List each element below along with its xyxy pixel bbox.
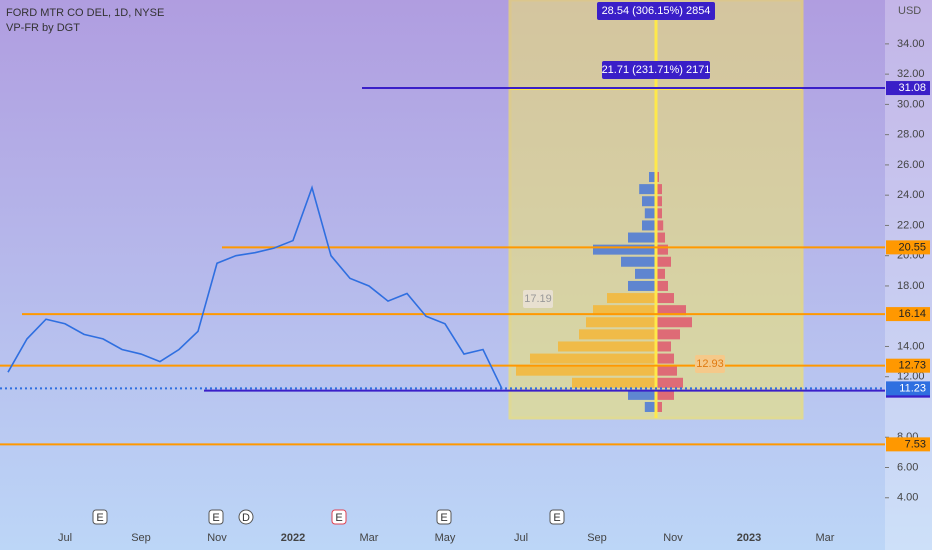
- indicator-label: VP-FR by DGT: [6, 22, 80, 34]
- volume-up: [644, 401, 656, 412]
- event-label: E: [440, 512, 447, 524]
- y-tick-label: 26.00: [897, 159, 925, 171]
- volume-down: [656, 329, 680, 340]
- event-icon: [549, 509, 565, 525]
- volume-up: [621, 256, 656, 267]
- volume-up: [593, 305, 656, 316]
- level-badge: [886, 81, 930, 96]
- volume-down: [656, 341, 671, 352]
- x-tick-label: Nov: [663, 532, 683, 544]
- volume-up: [628, 280, 656, 291]
- volume-down: [656, 401, 662, 412]
- y-tick-label: 24.00: [897, 189, 925, 201]
- x-tick-label: Mar: [816, 532, 835, 544]
- level-badge-label: 7.53: [905, 438, 926, 450]
- y-tick-label: 32.00: [897, 68, 925, 80]
- annotation: 21.71 (231.71%) 2171: [602, 64, 711, 76]
- level-badge-label: 31.08: [898, 82, 926, 94]
- level-badge-label: 20.55: [898, 241, 926, 253]
- level-badge-label: 16.14: [898, 308, 926, 320]
- x-tick-label: Mar: [360, 532, 379, 544]
- x-tick-label: Sep: [131, 532, 151, 544]
- level-badge: [886, 240, 930, 255]
- event-label: D: [242, 512, 250, 524]
- y-tick-label: 4.00: [897, 492, 918, 504]
- volume-up: [607, 293, 656, 304]
- y-tick-label: 34.00: [897, 38, 925, 50]
- volume-down: [656, 208, 662, 219]
- y-tick-label: 6.00: [897, 461, 918, 473]
- volume-up: [572, 377, 656, 388]
- volume-down: [656, 184, 662, 195]
- volume-up: [635, 268, 656, 279]
- volume-down: [656, 389, 674, 400]
- x-tick-label: May: [435, 532, 456, 544]
- volume-down: [656, 244, 668, 255]
- currency: USD: [898, 5, 921, 17]
- y-tick-label: 30.00: [897, 98, 925, 110]
- volume-up: [593, 244, 656, 255]
- volume-up: [642, 220, 656, 231]
- volume-up: [558, 341, 656, 352]
- level-badge: [886, 437, 930, 452]
- volume-down: [656, 196, 662, 207]
- volume-down: [656, 232, 665, 243]
- event-label: E: [553, 512, 560, 524]
- volume-down: [656, 305, 686, 316]
- event-icon: [238, 509, 254, 525]
- volume-down: [656, 220, 664, 231]
- x-tick-label: Sep: [587, 532, 607, 544]
- volume-up: [579, 329, 656, 340]
- volume-up: [516, 365, 656, 376]
- level-badge-label: 12.73: [898, 360, 926, 372]
- y-tick-label: 28.00: [897, 129, 925, 141]
- annotation: 12.93: [696, 358, 724, 370]
- volume-down: [656, 377, 683, 388]
- x-tick-label: 2022: [281, 532, 305, 544]
- last-price-badge: [886, 381, 930, 396]
- volume-down: [656, 280, 668, 291]
- level-badge: [886, 307, 930, 322]
- volume-up: [649, 172, 656, 183]
- volume-up: [639, 184, 656, 195]
- event-icon: [208, 509, 224, 525]
- chart-title: FORD MTR CO DEL, 1D, NYSE: [6, 7, 164, 19]
- event-label: E: [335, 512, 342, 524]
- event-icon: [436, 509, 452, 525]
- volume-down: [656, 293, 674, 304]
- annotation-box: [597, 2, 715, 20]
- volume-up: [530, 353, 656, 364]
- y-tick-label: 18.00: [897, 280, 925, 292]
- x-tick-label: Jul: [514, 532, 528, 544]
- volume-up: [644, 208, 656, 219]
- volume-down: [656, 353, 674, 364]
- annotation-box: [523, 290, 553, 308]
- volume-down: [656, 365, 677, 376]
- volume-up: [642, 196, 656, 207]
- annotation-box: [695, 355, 725, 373]
- y-tick-label: 14.00: [897, 340, 925, 352]
- x-tick-label: Jul: [58, 532, 72, 544]
- last-price-label: 11.23: [899, 382, 926, 394]
- y-tick-label: 22.00: [897, 219, 925, 231]
- x-tick-label: 2023: [737, 532, 761, 544]
- annotation: 28.54 (306.15%) 2854: [602, 5, 711, 17]
- y-tick-label: 12.00: [897, 371, 925, 383]
- event-icon: [331, 509, 347, 525]
- volume-down: [656, 317, 692, 328]
- volume-down: [656, 268, 665, 279]
- level-badge: [886, 358, 930, 373]
- volume-up: [586, 317, 656, 328]
- volume-up: [628, 232, 656, 243]
- annotation-box: [602, 61, 710, 79]
- volume-up: [628, 389, 656, 400]
- volume-down: [656, 256, 671, 267]
- event-label: E: [96, 512, 103, 524]
- event-label: E: [212, 512, 219, 524]
- event-icon: [92, 509, 108, 525]
- price-line: [7, 184, 503, 390]
- annotation: 17.19: [524, 293, 552, 305]
- x-tick-label: Nov: [207, 532, 227, 544]
